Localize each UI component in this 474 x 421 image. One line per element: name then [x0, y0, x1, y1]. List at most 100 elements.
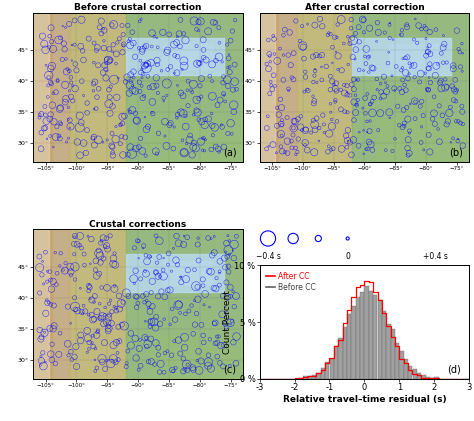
- Point: [45, 74, 53, 81]
- Point: [394, 110, 402, 117]
- Point: [422, 52, 430, 59]
- Point: [38, 334, 46, 341]
- Point: [149, 110, 156, 117]
- Point: [454, 144, 462, 151]
- Point: [322, 63, 330, 70]
- Point: [37, 353, 45, 360]
- Point: [337, 16, 345, 23]
- Point: [403, 104, 410, 111]
- Point: [447, 139, 455, 146]
- Point: [174, 111, 182, 118]
- Point: [405, 150, 413, 157]
- Point: [300, 33, 308, 40]
- Point: [264, 22, 272, 29]
- Point: [47, 275, 55, 282]
- Point: [293, 138, 301, 145]
- Point: [213, 353, 221, 360]
- Point: [379, 45, 387, 51]
- Point: [393, 69, 401, 76]
- Point: [43, 111, 50, 118]
- Point: [200, 332, 207, 339]
- Point: [93, 326, 101, 333]
- Point: [155, 130, 162, 137]
- Point: [45, 150, 52, 157]
- Point: [156, 369, 164, 376]
- Point: [43, 28, 51, 35]
- Point: [149, 83, 157, 90]
- Point: [206, 101, 213, 108]
- Point: [138, 83, 146, 89]
- Point: [207, 112, 214, 119]
- Point: [118, 133, 126, 140]
- Point: [127, 342, 135, 349]
- Point: [153, 150, 161, 157]
- Point: [410, 78, 418, 85]
- Point: [66, 331, 74, 338]
- Point: [143, 64, 150, 71]
- Point: [39, 349, 46, 356]
- Point: [63, 347, 71, 354]
- Point: [283, 114, 291, 121]
- Point: [343, 117, 350, 124]
- Point: [230, 303, 238, 310]
- Point: [360, 127, 367, 134]
- Point: [411, 151, 419, 158]
- Point: [359, 105, 366, 112]
- Point: [145, 360, 152, 367]
- Point: [438, 50, 445, 57]
- Point: [115, 338, 123, 344]
- Point: [85, 123, 92, 129]
- Point: [135, 280, 142, 287]
- Point: [193, 139, 201, 146]
- Point: [139, 293, 146, 299]
- Point: [44, 285, 52, 292]
- Point: [95, 80, 102, 86]
- Point: [301, 127, 309, 134]
- Point: [57, 35, 64, 41]
- Point: [403, 24, 411, 30]
- Point: [386, 20, 394, 27]
- Point: [209, 78, 216, 85]
- Point: [411, 99, 419, 105]
- Point: [347, 152, 355, 158]
- Point: [71, 233, 79, 240]
- Point: [364, 91, 371, 97]
- Point: [219, 258, 227, 265]
- Point: [107, 101, 115, 107]
- Point: [454, 136, 462, 142]
- Point: [90, 133, 98, 140]
- Point: [168, 296, 176, 302]
- Point: [317, 119, 324, 125]
- Point: [161, 133, 169, 139]
- Point: [317, 18, 325, 25]
- Point: [62, 260, 69, 266]
- Point: [58, 143, 65, 150]
- Point: [365, 50, 373, 56]
- Point: [316, 84, 323, 91]
- Point: [223, 253, 231, 260]
- Point: [69, 51, 76, 58]
- Point: [415, 73, 423, 80]
- Title: Before crustal correction: Before crustal correction: [74, 3, 202, 12]
- Point: [297, 103, 304, 110]
- Point: [230, 109, 237, 115]
- Point: [440, 41, 448, 48]
- Point: [192, 145, 200, 152]
- Point: [46, 116, 54, 123]
- Point: [199, 23, 207, 30]
- Point: [138, 245, 146, 252]
- Point: [36, 148, 43, 155]
- Point: [145, 238, 153, 245]
- Point: [109, 272, 117, 279]
- Point: [108, 308, 116, 315]
- Point: [401, 67, 409, 73]
- Point: [172, 317, 179, 324]
- Point: [305, 150, 312, 157]
- Point: [177, 93, 185, 100]
- Point: [181, 328, 188, 335]
- Point: [294, 89, 301, 96]
- Point: [388, 25, 395, 32]
- Point: [210, 285, 218, 291]
- Point: [67, 320, 74, 327]
- Point: [61, 338, 69, 345]
